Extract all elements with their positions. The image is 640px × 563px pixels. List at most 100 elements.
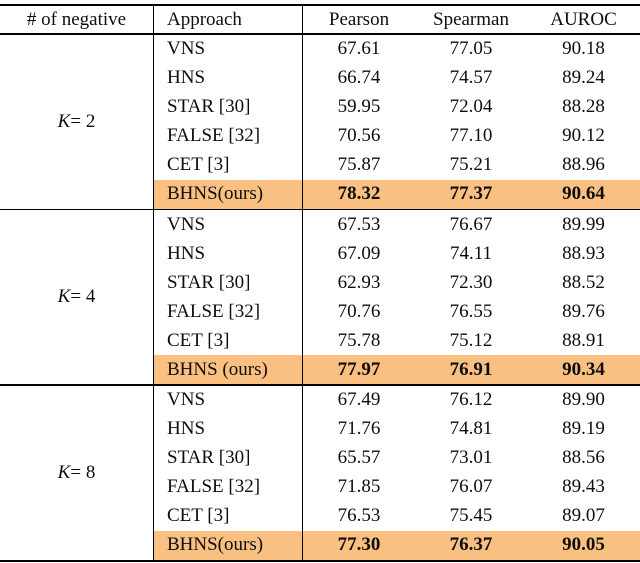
pearson-cell: 71.85 (337, 476, 381, 497)
k-label-k2: K = 2 (0, 34, 154, 209)
auroc-cell: 89.90 (562, 389, 605, 410)
auroc-cell: 89.76 (562, 300, 605, 322)
spearman-cell: 76.91 (449, 358, 493, 380)
pearson-cell: 67.49 (337, 389, 381, 410)
auroc-cell: 90.64 (562, 183, 605, 204)
table-header-row: # of negative Approach Pearson Spearman … (0, 6, 640, 33)
auroc-cell: 90.18 (562, 38, 605, 59)
table-row-highlighted: BHNS (ours) 77.97 76.91 90.34 (154, 355, 640, 384)
table-row: STAR [30] 62.93 72.30 88.52 (154, 268, 640, 297)
auroc-cell: 88.56 (562, 447, 605, 468)
table-row: HNS 71.76 74.81 89.19 (154, 414, 640, 444)
table-row: FALSE [32] 70.76 76.55 89.76 (154, 297, 640, 326)
pearson-cell: 70.56 (337, 125, 381, 146)
approach-cell: VNS (154, 385, 303, 415)
table-top-rule (0, 4, 640, 6)
header-bottom-rule (0, 33, 640, 35)
table-row: CET [3] 75.78 75.12 88.91 (154, 326, 640, 355)
header-pearson: Pearson (328, 8, 390, 30)
pearson-cell: 77.30 (337, 534, 381, 555)
pearson-cell: 70.76 (337, 300, 381, 322)
auroc-cell: 89.43 (562, 476, 605, 497)
auroc-cell: 88.93 (562, 242, 605, 264)
pearson-cell: 62.93 (337, 271, 381, 293)
approach-cell: HNS (154, 63, 303, 93)
k-symbol: K (57, 461, 71, 483)
auroc-cell: 89.24 (562, 67, 605, 88)
table-row: STAR [30] 65.57 73.01 88.56 (154, 443, 640, 473)
pearson-cell: 78.32 (337, 183, 381, 204)
auroc-cell: 89.19 (562, 418, 605, 439)
k-value: = 2 (70, 110, 96, 132)
group-k8-rows: VNS 67.49 76.12 89.90 HNS 71.76 74.81 89… (154, 385, 640, 560)
approach-cell: VNS (154, 210, 303, 239)
table-row: VNS 67.61 77.05 90.18 (154, 34, 640, 64)
table-row: CET [3] 75.87 75.21 88.96 (154, 150, 640, 180)
auroc-cell: 90.34 (562, 358, 605, 380)
pearson-cell: 59.95 (337, 96, 381, 117)
group-k4-rows: VNS 67.53 76.67 89.99 HNS 67.09 74.11 88… (154, 210, 640, 384)
approach-cell: CET [3] (154, 326, 303, 355)
approach-cell: STAR [30] (154, 443, 303, 473)
spearman-cell: 76.55 (449, 300, 493, 322)
auroc-cell: 89.07 (562, 505, 605, 526)
approach-cell: CET [3] (154, 501, 303, 531)
table-row: FALSE [32] 71.85 76.07 89.43 (154, 472, 640, 502)
pearson-cell: 77.97 (337, 358, 381, 380)
table-row: HNS 66.74 74.57 89.24 (154, 63, 640, 93)
group-k4: K = 4 VNS 67.53 76.67 89.99 HNS 67.09 74… (0, 210, 640, 384)
approach-cell: BHNS (ours) (154, 355, 303, 384)
spearman-cell: 77.37 (449, 183, 493, 204)
table-row: STAR [30] 59.95 72.04 88.28 (154, 92, 640, 122)
pearson-cell: 75.78 (337, 329, 381, 351)
spearman-cell: 76.37 (449, 534, 493, 555)
header-auroc: AUROC (550, 8, 617, 30)
auroc-cell: 89.99 (562, 213, 605, 235)
auroc-cell: 88.28 (562, 96, 605, 117)
spearman-cell: 76.12 (449, 389, 493, 410)
auroc-cell: 90.12 (562, 125, 605, 146)
approach-cell: FALSE [32] (154, 121, 303, 151)
k-label-k8: K = 8 (0, 385, 154, 560)
approach-cell: STAR [30] (154, 268, 303, 297)
table-bottom-rule (0, 559, 640, 562)
spearman-cell: 74.57 (449, 67, 493, 88)
pearson-cell: 65.57 (337, 447, 381, 468)
k-value: = 4 (70, 286, 96, 307)
approach-cell: BHNS(ours) (154, 179, 303, 209)
approach-cell: FALSE [32] (154, 297, 303, 326)
group-k8: K = 8 VNS 67.49 76.12 89.90 HNS 71.76 74… (0, 385, 640, 560)
pearson-cell: 67.09 (337, 242, 381, 264)
table-row: FALSE [32] 70.56 77.10 90.12 (154, 121, 640, 151)
group-k2: K = 2 VNS 67.61 77.05 90.18 HNS 66.74 74… (0, 34, 640, 209)
spearman-cell: 76.07 (449, 476, 493, 497)
approach-cell: CET [3] (154, 150, 303, 180)
k-symbol: K (57, 286, 71, 307)
table-row: CET [3] 76.53 75.45 89.07 (154, 501, 640, 531)
pearson-cell: 76.53 (337, 505, 381, 526)
auroc-cell: 88.52 (562, 271, 605, 293)
spearman-cell: 72.04 (449, 96, 493, 117)
approach-cell: BHNS(ours) (154, 530, 303, 560)
approach-cell: VNS (154, 34, 303, 64)
spearman-cell: 73.01 (449, 447, 493, 468)
pearson-cell: 67.61 (337, 38, 381, 59)
auroc-cell: 90.05 (562, 534, 605, 555)
table-row: VNS 67.53 76.67 89.99 (154, 210, 640, 239)
auroc-cell: 88.91 (562, 329, 605, 351)
table-row: HNS 67.09 74.11 88.93 (154, 239, 640, 268)
pearson-cell: 75.87 (337, 154, 381, 175)
table-row-highlighted: BHNS(ours) 78.32 77.37 90.64 (154, 179, 640, 209)
spearman-cell: 76.67 (449, 213, 493, 235)
k-symbol: K (57, 110, 71, 132)
pearson-cell: 67.53 (337, 213, 381, 235)
spearman-cell: 75.21 (449, 154, 493, 175)
spearman-cell: 72.30 (449, 271, 493, 293)
spearman-cell: 77.05 (449, 38, 493, 59)
spearman-cell: 74.81 (449, 418, 493, 439)
table-row-highlighted: BHNS(ours) 77.30 76.37 90.05 (154, 530, 640, 560)
spearman-cell: 77.10 (449, 125, 493, 146)
spearman-cell: 74.11 (449, 242, 493, 264)
pearson-cell: 71.76 (337, 418, 381, 439)
